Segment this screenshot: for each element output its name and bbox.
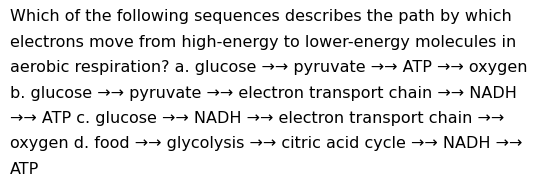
Text: oxygen d. food →→ glycolysis →→ citric acid cycle →→ NADH →→: oxygen d. food →→ glycolysis →→ citric a… <box>10 136 522 151</box>
Text: Which of the following sequences describes the path by which: Which of the following sequences describ… <box>10 9 512 24</box>
Text: aerobic respiration? a. glucose →→ pyruvate →→ ATP →→ oxygen: aerobic respiration? a. glucose →→ pyruv… <box>10 60 527 75</box>
Text: →→ ATP c. glucose →→ NADH →→ electron transport chain →→: →→ ATP c. glucose →→ NADH →→ electron tr… <box>10 111 504 126</box>
Text: electrons move from high-energy to lower-energy molecules in: electrons move from high-energy to lower… <box>10 35 516 50</box>
Text: ATP: ATP <box>10 162 39 177</box>
Text: b. glucose →→ pyruvate →→ electron transport chain →→ NADH: b. glucose →→ pyruvate →→ electron trans… <box>10 86 517 101</box>
